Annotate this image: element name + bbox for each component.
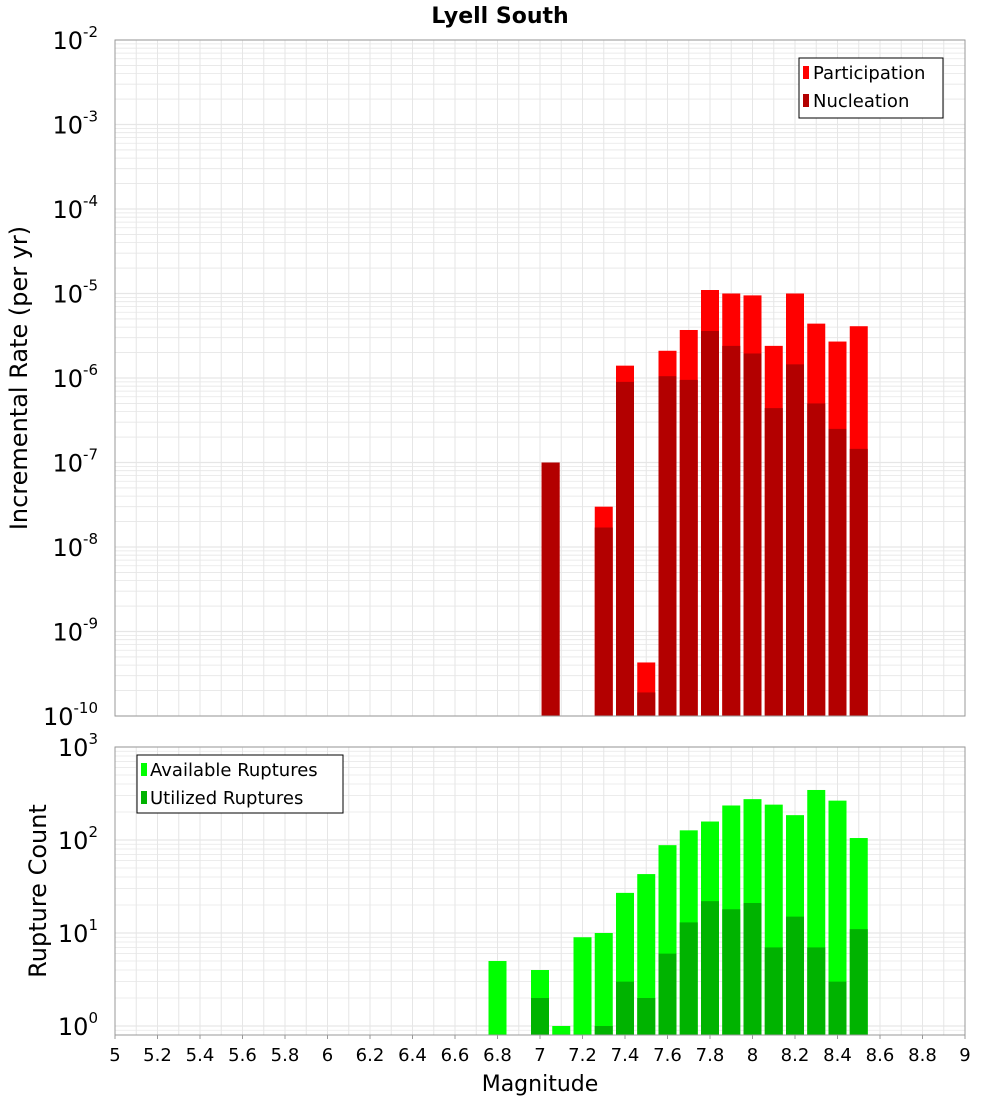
x-tick-labels: 5 5.2 5.4 5.6 5.8 6 6.2 6.4 6.6 6.8 7 7.2 7.4 7.6 7.8 8… xyxy=(109,1035,971,1066)
x-tick-label: 6.6 xyxy=(441,1045,470,1066)
rate-bar-b xyxy=(701,330,719,716)
rate-bar-b xyxy=(807,403,826,716)
x-tick-label: 8 xyxy=(747,1045,758,1066)
top-legend-box xyxy=(798,57,944,119)
x-tick-label: 5.6 xyxy=(228,1045,257,1066)
chart-title: Lyell South xyxy=(431,4,568,29)
count-bar-a xyxy=(828,800,847,1035)
count-bar-b xyxy=(531,997,549,1035)
x-tick-label: 7.6 xyxy=(653,1045,682,1066)
legend-swatch-nucleation xyxy=(803,94,809,107)
x-tick-label: 9 xyxy=(959,1045,970,1066)
y-tick-label: 10-9 xyxy=(52,615,98,647)
x-tick-label: 6.8 xyxy=(483,1045,512,1066)
legend-swatch-available xyxy=(141,763,147,776)
y-tick-label: 10-2 xyxy=(52,23,98,55)
y-tick-label: 103 xyxy=(58,730,98,762)
count-bar-b xyxy=(658,953,677,1035)
legend-label-nucleation: Nucleation xyxy=(813,91,909,112)
count-bar-b xyxy=(701,901,719,1035)
y-tick-label: 10-7 xyxy=(52,446,98,478)
y-tick-label: 10-6 xyxy=(52,361,98,393)
count-bar-b xyxy=(807,947,826,1035)
count-bar-b xyxy=(764,947,783,1035)
y-tick-label: 101 xyxy=(58,916,98,948)
x-tick-label: 6.4 xyxy=(398,1045,427,1066)
bottom-legend: Available Ruptures Utilized Ruptures xyxy=(136,754,344,814)
x-tick-label: 5.4 xyxy=(186,1045,215,1066)
count-bar-b xyxy=(722,909,741,1035)
count-bar-a xyxy=(488,960,507,1035)
x-tick-label: 6.2 xyxy=(356,1045,385,1066)
count-bar-b xyxy=(616,981,634,1035)
rate-bar-b xyxy=(594,527,613,716)
x-tick-label: 5 xyxy=(109,1045,120,1066)
legend-swatch-participation xyxy=(803,66,809,79)
x-tick-label: 8.4 xyxy=(823,1045,852,1066)
x-tick-label: 6 xyxy=(322,1045,333,1066)
rate-bar-b xyxy=(541,462,560,716)
top-legend: Participation Nucleation xyxy=(798,57,944,119)
y-tick-label: 10-5 xyxy=(52,277,98,309)
rate-bar-b xyxy=(849,448,868,716)
count-bar-a xyxy=(594,932,613,1035)
rate-bar-b xyxy=(764,408,783,716)
count-bar-a xyxy=(637,874,656,1035)
count-bar-b xyxy=(828,981,847,1035)
top-y-tick-labels: 10-2 10-3 10-4 10-5 10-6 10-7 10-8 10-9 10-10 xyxy=(43,23,98,731)
top-bars xyxy=(541,290,868,716)
count-bar-b xyxy=(637,997,656,1035)
legend-swatch-utilized xyxy=(141,791,147,804)
x-tick-label: 7 xyxy=(534,1045,545,1066)
rate-bar-b xyxy=(637,692,656,716)
y-tick-label: 10-10 xyxy=(43,699,98,731)
top-plot-border xyxy=(114,39,966,717)
rate-bar-b xyxy=(743,353,762,716)
bottom-legend-box xyxy=(136,754,344,814)
count-bar-b xyxy=(849,929,868,1035)
y-tick-label: 10-4 xyxy=(52,192,98,224)
rate-bar-b xyxy=(616,381,634,716)
top-panel: 10-2 10-3 10-4 10-5 10-6 10-7 10-8 10-9 10-10 In… xyxy=(5,23,966,731)
count-bar-b xyxy=(594,1025,613,1035)
count-bar-a xyxy=(552,1025,571,1035)
x-tick-label: 8.8 xyxy=(908,1045,937,1066)
bottom-panel: 103 102 101 100 Rupture Count Available Rup… xyxy=(24,730,971,1097)
top-y-axis-label: Incremental Rate (per yr) xyxy=(5,226,33,530)
count-bar-b xyxy=(786,916,804,1035)
x-tick-label: 7.4 xyxy=(611,1045,640,1066)
bottom-bars xyxy=(488,789,868,1035)
rate-bar-b xyxy=(786,364,804,716)
x-tick-label: 7.2 xyxy=(568,1045,597,1066)
rate-bar-b xyxy=(828,428,847,716)
x-tick-label: 5.8 xyxy=(271,1045,300,1066)
count-bar-a xyxy=(573,937,592,1035)
y-tick-label: 10-3 xyxy=(52,108,98,140)
y-tick-label: 100 xyxy=(58,1009,98,1041)
rate-bar-b xyxy=(722,345,741,716)
rate-bar-b xyxy=(658,376,677,716)
legend-label-available: Available Ruptures xyxy=(150,760,318,781)
y-tick-label: 10-8 xyxy=(52,530,98,562)
x-tick-label: 8.2 xyxy=(781,1045,810,1066)
legend-label-utilized: Utilized Ruptures xyxy=(150,788,303,809)
legend-label-participation: Participation xyxy=(813,63,925,84)
bottom-y-axis-label: Rupture Count xyxy=(24,804,52,978)
x-axis-label: Magnitude xyxy=(482,1072,599,1097)
y-tick-label: 102 xyxy=(58,823,98,855)
bottom-y-tick-labels: 103 102 101 100 xyxy=(58,730,98,1041)
x-tick-label: 7.8 xyxy=(696,1045,725,1066)
x-tick-label: 5.2 xyxy=(143,1045,172,1066)
rate-bar-b xyxy=(679,379,698,716)
x-tick-label: 8.6 xyxy=(866,1045,895,1066)
count-bar-b xyxy=(743,903,762,1035)
count-bar-b xyxy=(679,922,698,1035)
